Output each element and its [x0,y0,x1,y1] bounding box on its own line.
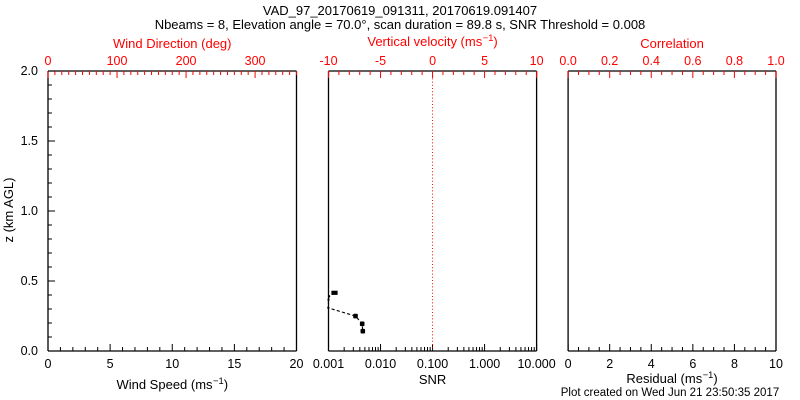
svg-text:10.000: 10.000 [517,357,555,371]
svg-text:Residual (ms−1): Residual (ms−1) [626,370,717,386]
svg-text:0.0: 0.0 [21,344,38,358]
svg-text:0: 0 [45,54,52,68]
svg-text:8: 8 [731,357,738,371]
svg-text:5: 5 [107,357,114,371]
svg-text:VAD_97_20170619_091311, 201706: VAD_97_20170619_091311, 20170619.091407 [263,3,537,18]
svg-text:0.6: 0.6 [684,54,701,68]
svg-text:Wind Speed (ms−1): Wind Speed (ms−1) [116,376,228,392]
svg-text:1.0: 1.0 [21,204,38,218]
svg-text:200: 200 [176,54,197,68]
svg-text:1.0: 1.0 [767,54,784,68]
svg-text:0.4: 0.4 [643,54,660,68]
svg-text:5: 5 [481,54,488,68]
svg-text:300: 300 [245,54,266,68]
svg-text:0: 0 [45,357,52,371]
svg-text:100: 100 [107,54,128,68]
svg-text:2.0: 2.0 [21,64,38,78]
svg-text:10: 10 [165,357,179,371]
svg-text:0: 0 [565,357,572,371]
svg-text:Nbeams = 8, Elevation angle =: Nbeams = 8, Elevation angle = 70.0°, sca… [155,17,646,32]
svg-text:6: 6 [689,357,696,371]
svg-text:0.001: 0.001 [313,357,344,371]
svg-text:10: 10 [769,357,783,371]
svg-text:0.100: 0.100 [417,357,448,371]
svg-text:Vertical velocity (ms−1): Vertical velocity (ms−1) [367,33,497,49]
svg-text:0.0: 0.0 [559,54,576,68]
svg-text:20: 20 [290,357,304,371]
svg-text:0.010: 0.010 [365,357,396,371]
svg-text:10: 10 [530,54,544,68]
svg-text:0.2: 0.2 [601,54,618,68]
svg-text:-5: -5 [375,54,386,68]
svg-text:1.5: 1.5 [21,134,38,148]
svg-text:0.8: 0.8 [726,54,743,68]
svg-text:15: 15 [227,357,241,371]
svg-text:4: 4 [648,357,655,371]
svg-text:0.5: 0.5 [21,274,38,288]
svg-text:1.000: 1.000 [469,357,500,371]
svg-text:0: 0 [429,54,436,68]
svg-text:-10: -10 [319,54,337,68]
svg-text:2: 2 [606,357,613,371]
